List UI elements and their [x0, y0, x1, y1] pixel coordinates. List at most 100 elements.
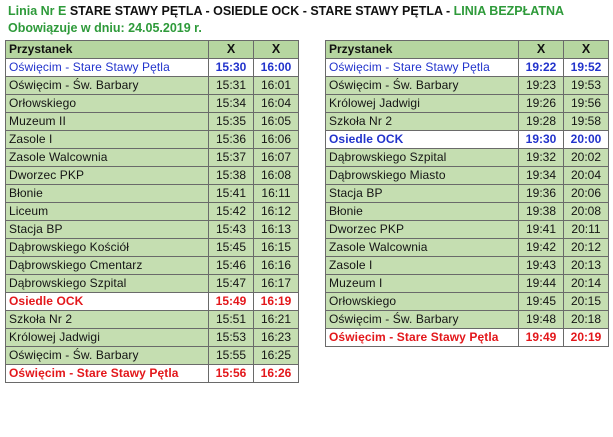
table-row: Szkoła Nr 2 19:28 19:58	[325, 112, 609, 131]
stop-name: Zasole I	[5, 130, 209, 149]
departure-time-2: 20:06	[563, 184, 609, 203]
stop-name: Oświęcim - Stare Stawy Pętla	[325, 58, 519, 77]
departure-time-1: 15:46	[208, 256, 254, 275]
departure-time-1: 15:30	[208, 58, 254, 77]
departure-time-2: 20:15	[563, 292, 609, 311]
stop-name: Zasole Walcownia	[325, 238, 519, 257]
table-row: Osiedle OCK 15:49 16:19	[5, 292, 299, 311]
table-row: Dąbrowskiego Szpital 19:32 20:02	[325, 148, 609, 167]
table-row: Dąbrowskiego Cmentarz 15:46 16:16	[5, 256, 299, 275]
departure-time-1: 15:56	[208, 364, 254, 383]
stop-name: Szkoła Nr 2	[325, 112, 519, 131]
header-col-1: X	[208, 40, 254, 59]
table-row: Oświęcim - Św. Barbary 19:48 20:18	[325, 310, 609, 329]
departure-time-1: 15:47	[208, 274, 254, 293]
departure-time-2: 16:25	[253, 346, 299, 365]
timetable-right: Przystanek X X Oświęcim - Stare Stawy Pętla…	[325, 40, 609, 347]
departure-time-2: 16:07	[253, 148, 299, 167]
table-row: Dąbrowskiego Kościół 15:45 16:15	[5, 238, 299, 257]
departure-time-2: 16:21	[253, 310, 299, 329]
departure-time-2: 20:12	[563, 238, 609, 257]
departure-time-2: 16:01	[253, 76, 299, 95]
departure-time-2: 20:00	[563, 130, 609, 149]
stop-name: Stacja BP	[5, 220, 209, 239]
departure-time-1: 19:38	[518, 202, 564, 221]
departure-time-2: 20:18	[563, 310, 609, 329]
stop-name: Dąbrowskiego Cmentarz	[5, 256, 209, 275]
free-line-label: LINIA BEZPŁATNA	[453, 4, 565, 18]
departure-time-2: 20:13	[563, 256, 609, 275]
departure-time-2: 16:04	[253, 94, 299, 113]
departure-time-1: 15:35	[208, 112, 254, 131]
table-row: Oświęcim - Św. Barbary 19:23 19:53	[325, 76, 609, 95]
departure-time-1: 15:51	[208, 310, 254, 329]
departure-time-1: 15:55	[208, 346, 254, 365]
table-row: Dąbrowskiego Miasto 19:34 20:04	[325, 166, 609, 185]
table-row: Zasole Walcownia 19:42 20:12	[325, 238, 609, 257]
table-row: Muzeum II 15:35 16:05	[5, 112, 299, 131]
departure-time-1: 15:45	[208, 238, 254, 257]
table-row: Oświęcim - Św. Barbary 15:55 16:25	[5, 346, 299, 365]
departure-time-2: 19:58	[563, 112, 609, 131]
header-stop: Przystanek	[325, 40, 519, 59]
table-row: Dworzec PKP 15:38 16:08	[5, 166, 299, 185]
departure-time-1: 19:45	[518, 292, 564, 311]
departure-time-1: 19:42	[518, 238, 564, 257]
stop-name: Oświęcim - Stare Stawy Pętla	[325, 328, 519, 347]
table-row: Dworzec PKP 19:41 20:11	[325, 220, 609, 239]
table-row: Stacja BP 19:36 20:06	[325, 184, 609, 203]
departure-time-1: 19:49	[518, 328, 564, 347]
stop-name: Zasole I	[325, 256, 519, 275]
departure-time-2: 16:12	[253, 202, 299, 221]
departure-time-2: 16:16	[253, 256, 299, 275]
table-row: Oświęcim - Stare Stawy Pętla 15:30 16:00	[5, 58, 299, 77]
table-header-row: Przystanek X X	[325, 40, 609, 59]
table-row: Oświęcim - Stare Stawy Pętla 19:49 20:19	[325, 328, 609, 347]
timetable-left: Przystanek X X Oświęcim - Stare Stawy Pętla…	[5, 40, 299, 383]
table-row: Błonie 19:38 20:08	[325, 202, 609, 221]
departure-time-2: 16:15	[253, 238, 299, 257]
departure-time-2: 19:53	[563, 76, 609, 95]
departure-time-1: 19:22	[518, 58, 564, 77]
departure-time-2: 16:13	[253, 220, 299, 239]
departure-time-2: 16:05	[253, 112, 299, 131]
departure-time-2: 16:00	[253, 58, 299, 77]
stop-name: Błonie	[325, 202, 519, 221]
table-row: Zasole Walcownia 15:37 16:07	[5, 148, 299, 167]
departure-time-1: 15:53	[208, 328, 254, 347]
stop-name: Dąbrowskiego Szpital	[5, 274, 209, 293]
departure-time-1: 19:23	[518, 76, 564, 95]
table-row: Orłowskiego 15:34 16:04	[5, 94, 299, 113]
stop-name: Błonie	[5, 184, 209, 203]
stop-name: Osiedle OCK	[5, 292, 209, 311]
stop-name: Oświęcim - Stare Stawy Pętla	[5, 58, 209, 77]
stop-name: Oświęcim - Stare Stawy Pętla	[5, 364, 209, 383]
departure-time-1: 15:43	[208, 220, 254, 239]
header-col-2: X	[563, 40, 609, 59]
header-col-2: X	[253, 40, 299, 59]
departure-time-2: 20:04	[563, 166, 609, 185]
stop-name: Oświęcim - Św. Barbary	[325, 76, 519, 95]
departure-time-2: 16:06	[253, 130, 299, 149]
stop-name: Dworzec PKP	[325, 220, 519, 239]
stop-name: Dąbrowskiego Kościół	[5, 238, 209, 257]
stop-name: Oświęcim - Św. Barbary	[5, 76, 209, 95]
table-header-row: Przystanek X X	[5, 40, 299, 59]
stop-name: Zasole Walcownia	[5, 148, 209, 167]
table-row: Liceum 15:42 16:12	[5, 202, 299, 221]
departure-time-2: 20:19	[563, 328, 609, 347]
departure-time-2: 20:02	[563, 148, 609, 167]
table-row: Muzeum I 19:44 20:14	[325, 274, 609, 293]
header-stop: Przystanek	[5, 40, 209, 59]
table-row: Królowej Jadwigi 15:53 16:23	[5, 328, 299, 347]
stop-name: Stacja BP	[325, 184, 519, 203]
departure-time-2: 19:56	[563, 94, 609, 113]
stop-name: Dąbrowskiego Szpital	[325, 148, 519, 167]
departure-time-2: 16:19	[253, 292, 299, 311]
table-row: Stacja BP 15:43 16:13	[5, 220, 299, 239]
header-col-1: X	[518, 40, 564, 59]
stop-name: Muzeum II	[5, 112, 209, 131]
stop-name: Szkoła Nr 2	[5, 310, 209, 329]
stop-name: Muzeum I	[325, 274, 519, 293]
departure-time-2: 19:52	[563, 58, 609, 77]
